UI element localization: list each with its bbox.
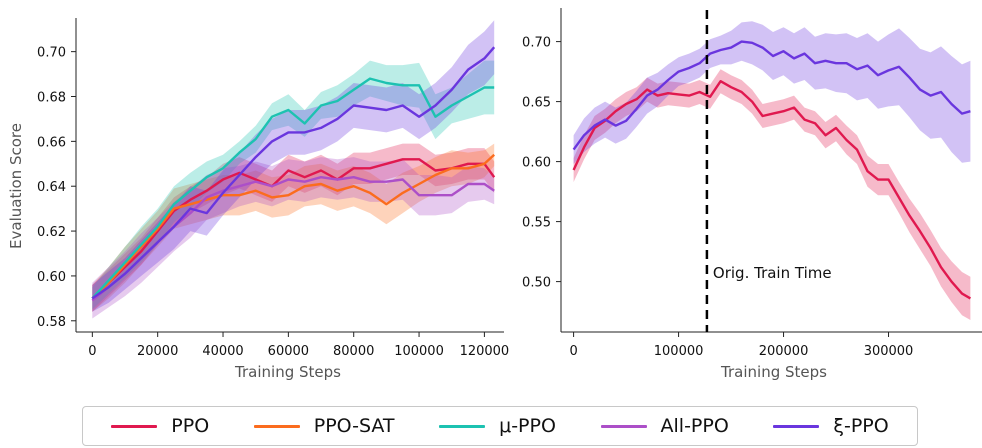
- legend-label-xi-ppo: ξ-PPO: [833, 415, 889, 437]
- chart-left-ytick-label: 0.64: [37, 180, 66, 195]
- chart-right-ytick-label: 0.60: [522, 156, 551, 171]
- chart-right-plot: 0 100000 200000 3000000.500.550.600.650.70 …: [522, 8, 982, 381]
- legend-item-ppo-sat: PPO-SAT: [253, 415, 395, 437]
- legend-label-mu-ppo: μ-PPO: [499, 415, 556, 437]
- legend-swatch-mu-ppo: [439, 424, 486, 428]
- chart-right-xtick-label: 300000: [864, 344, 914, 359]
- chart-left-line-xi-ppo: [91, 46, 496, 300]
- chart-right-ytick-label: 0.55: [522, 216, 551, 231]
- orig-train-time-label: Orig. Train Time: [713, 264, 832, 282]
- chart-left-line-ppo-sat: [91, 153, 496, 300]
- chart-left-ylabel: Evaluation Score: [7, 123, 25, 249]
- chart-left-xtick-label: 40000: [202, 344, 243, 359]
- chart-right-xtick-label: 0: [569, 344, 577, 359]
- legend-item-ppo: PPO: [111, 415, 209, 437]
- legend-swatch-all-ppo: [600, 424, 647, 428]
- chart-left-ytick-label: 0.70: [37, 46, 66, 61]
- chart-left-xtick-label: 60000: [268, 344, 309, 359]
- legend-label-ppo: PPO: [171, 415, 210, 437]
- legend-label-ppo-sat: PPO-SAT: [313, 415, 395, 437]
- chart-right-xtick-label: 100000: [654, 344, 704, 359]
- chart-right-ytick-label: 0.50: [522, 276, 551, 291]
- legend-item-xi-ppo: ξ-PPO: [773, 415, 889, 437]
- chart-left-xtick-label: 20000: [137, 344, 178, 359]
- chart-left-xtick-label: 80000: [333, 344, 374, 359]
- chart-left-band-ppo-sat: [92, 143, 495, 312]
- chart-left-band-xi-ppo: [92, 20, 495, 312]
- legend-swatch-xi-ppo: [773, 424, 820, 428]
- chart-right-ytick-label: 0.65: [522, 96, 551, 111]
- chart-right-ytick-label: 0.70: [522, 36, 551, 51]
- chart-left-ytick-label: 0.66: [37, 135, 66, 150]
- chart-right-band-ppo: [573, 69, 971, 320]
- chart-right-line-xi-ppo: [572, 40, 971, 151]
- legend-swatch-ppo-sat: [253, 424, 300, 428]
- chart-left-line-ppo: [91, 158, 496, 300]
- chart-right-bands: [573, 21, 971, 320]
- chart-right-xtick-label: 200000: [759, 344, 809, 359]
- chart-left-xtick-label: 0: [88, 344, 96, 359]
- chart-left-xtick-label: 120000: [460, 344, 510, 359]
- chart-right-xlabel: Training Steps: [720, 363, 827, 381]
- legend: PPO PPO-SAT μ-PPO All-PPO ξ-PPO: [82, 406, 918, 446]
- chart-left-xtick-label: 100000: [394, 344, 444, 359]
- chart-left-plot: 0 20000 40000 60000 80000 100000 120000 0.58 0.6…: [7, 18, 509, 381]
- chart-left-ytick-label: 0.68: [37, 91, 66, 106]
- chart-right-line-ppo: [572, 79, 971, 300]
- chart-left-band-ppo: [92, 143, 495, 312]
- chart-left-ytick-label: 0.58: [37, 315, 66, 330]
- chart-left-ytick-label: 0.62: [37, 225, 66, 240]
- chart-left-xlabel: Training Steps: [234, 363, 341, 381]
- chart-left-lines: [91, 46, 496, 302]
- chart-left-ytick-label: 0.60: [37, 270, 66, 285]
- legend-label-all-ppo: All-PPO: [660, 415, 729, 437]
- legend-item-all-ppo: All-PPO: [600, 415, 729, 437]
- legend-swatch-ppo: [111, 424, 158, 428]
- chart-left-axes: 0 20000 40000 60000 80000 100000 120000 0.58 0.6…: [37, 18, 509, 359]
- chart-left-band-mu-ppo: [92, 60, 495, 310]
- chart-right-lines: [572, 40, 971, 300]
- legend-item-mu-ppo: μ-PPO: [439, 415, 556, 437]
- chart-right-axes: 0 100000 200000 300000 0.50 0.55 0.60 0.65 0.70: [522, 8, 982, 359]
- chart-right-band-xi-ppo: [573, 21, 971, 165]
- chart-left-line-mu-ppo: [91, 77, 495, 300]
